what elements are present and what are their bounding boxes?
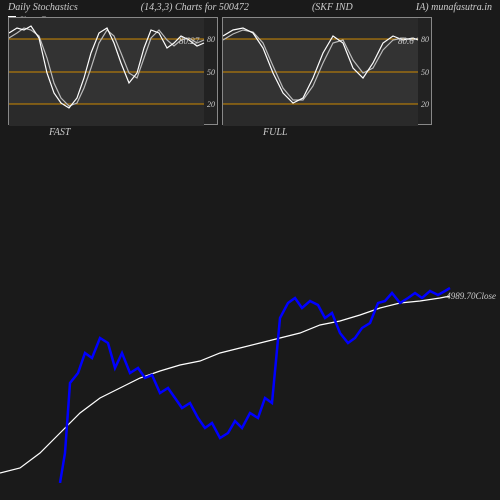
obv-line (60, 288, 450, 483)
main-chart: 4989.70Close (0, 143, 500, 483)
close-text: Close (475, 291, 496, 301)
symbol-text: (SKF IND (312, 2, 353, 13)
main-chart-svg (0, 143, 500, 483)
close-value-label: 4989.70Close (446, 291, 496, 301)
fast-label: FAST (49, 127, 71, 138)
fast-value: 80.27 (179, 36, 200, 46)
price-line (0, 296, 450, 473)
full-panel: 80 50 20 80.6 FULL (222, 17, 432, 125)
fast-panel: 80 50 20 80.27 FAST (8, 17, 218, 125)
axis-50: 50 (421, 68, 429, 77)
chart-header: Daily Stochastics (14,3,3) Charts for 50… (0, 0, 500, 15)
axis-20: 20 (421, 100, 429, 109)
params-text: (14,3,3) Charts for 500472 (141, 2, 249, 13)
source-text: IA) munafasutra.in (416, 2, 492, 13)
axis-50: 50 (207, 68, 215, 77)
axis-20: 20 (207, 100, 215, 109)
full-chart-svg: 80 50 20 80.6 (223, 18, 433, 126)
title-text: Daily Stochastics (8, 2, 78, 13)
fast-chart-svg: 80 50 20 80.27 (9, 18, 219, 126)
axis-80: 80 (421, 35, 429, 44)
full-value: 80.6 (398, 36, 414, 46)
full-label: FULL (263, 127, 287, 138)
stochastic-panels: 80 50 20 80.27 FAST 80 50 20 80.6 FULL (0, 17, 500, 125)
axis-80: 80 (207, 35, 215, 44)
close-value: 4989.70 (446, 291, 475, 301)
